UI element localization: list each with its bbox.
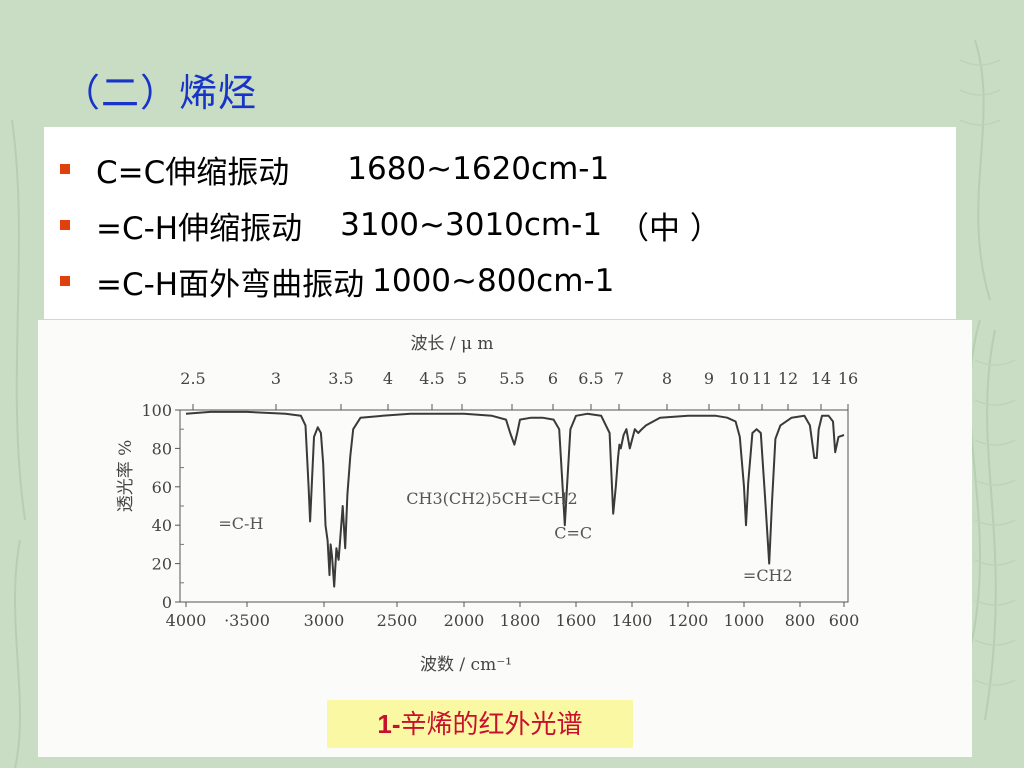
top-tick-label: 3.5	[328, 369, 353, 388]
square-bullet-icon	[60, 164, 70, 174]
x-tick-label: 2500	[377, 611, 418, 630]
x-tick-label: ·3500	[224, 611, 270, 630]
top-tick-label: 3	[271, 369, 281, 388]
spectrum-line	[185, 410, 845, 588]
bullet-item: =C-H伸缩振动 3100~3010cm-1 （中 ）	[58, 197, 721, 253]
bullet-item: =C-H面外弯曲振动 1000~800cm-1	[58, 253, 721, 309]
bullet-label: =C-H面外弯曲振动	[96, 266, 365, 303]
y-tick-label: 20	[152, 555, 172, 574]
top-tick-label: 4	[383, 369, 393, 388]
y-axis-label: 透光率 %	[116, 440, 136, 513]
x-tick-label: 1200	[668, 611, 709, 630]
x-tick-label: 4000	[166, 611, 207, 630]
x-tick-label: 800	[785, 611, 816, 630]
x-axis-label: 波数 / cm⁻¹	[420, 655, 512, 675]
bullet-list: C=C伸缩振动 1680~1620cm-1 =C-H伸缩振动 3100~3010…	[58, 141, 721, 309]
top-tick-label: 9	[704, 369, 714, 388]
top-tick-label: 7	[614, 369, 624, 388]
y-tick-label: 60	[152, 478, 172, 497]
bullet-note: （中 ）	[618, 210, 721, 247]
peak-annotation: CH3(CH2)5CH=CH2	[406, 489, 577, 508]
caption-prefix: 1-	[377, 709, 401, 739]
x-tick-label: 3000	[304, 611, 345, 630]
bullet-value: 3100~3010cm-1	[340, 207, 603, 243]
x-tick-label: 1600	[556, 611, 597, 630]
peak-annotation: =CH2	[743, 566, 793, 585]
x-tick-label: 600	[829, 611, 860, 630]
bullet-item: C=C伸缩振动 1680~1620cm-1	[58, 141, 721, 197]
square-bullet-icon	[60, 276, 70, 286]
y-tick-label: 40	[152, 516, 172, 535]
top-tick-label: 5.5	[499, 369, 524, 388]
square-bullet-icon	[60, 220, 70, 230]
x-tick-label: 1800	[500, 611, 541, 630]
slide-title: （二）烯烃	[62, 71, 258, 115]
top-tick-label: 8	[662, 369, 672, 388]
top-tick-label: 6	[548, 369, 558, 388]
top-tick-label: 2.5	[180, 369, 205, 388]
bullet-label: C=C伸缩振动	[96, 154, 290, 191]
top-tick-label: 10	[729, 369, 749, 388]
figure-caption: 1-辛烯的红外光谱	[327, 700, 633, 748]
x-tick-label: 1400	[612, 611, 653, 630]
y-tick-label: 100	[141, 401, 172, 420]
peak-annotation: =C-H	[218, 514, 263, 533]
bullet-value: 1000~800cm-1	[372, 263, 615, 299]
top-tick-label: 11	[752, 369, 772, 388]
bullet-label: =C-H伸缩振动	[96, 210, 303, 247]
top-tick-label: 6.5	[578, 369, 603, 388]
top-tick-label: 14	[811, 369, 831, 388]
caption-text: 辛烯的红外光谱	[400, 710, 583, 740]
bullet-panel: C=C伸缩振动 1680~1620cm-1 =C-H伸缩振动 3100~3010…	[44, 127, 956, 319]
top-axis-label: 波长 / μ m	[410, 334, 493, 354]
top-tick-label: 4.5	[419, 369, 444, 388]
y-tick-label: 0	[162, 593, 172, 612]
top-tick-label: 5	[457, 369, 467, 388]
y-tick-label: 80	[152, 439, 172, 458]
spectrum-figure	[38, 320, 972, 757]
top-tick-label: 16	[838, 369, 858, 388]
top-tick-label: 12	[778, 369, 798, 388]
bullet-value: 1680~1620cm-1	[347, 151, 610, 187]
x-tick-label: 2000	[444, 611, 485, 630]
x-tick-label: 1000	[724, 611, 765, 630]
peak-annotation: C=C	[554, 524, 592, 543]
